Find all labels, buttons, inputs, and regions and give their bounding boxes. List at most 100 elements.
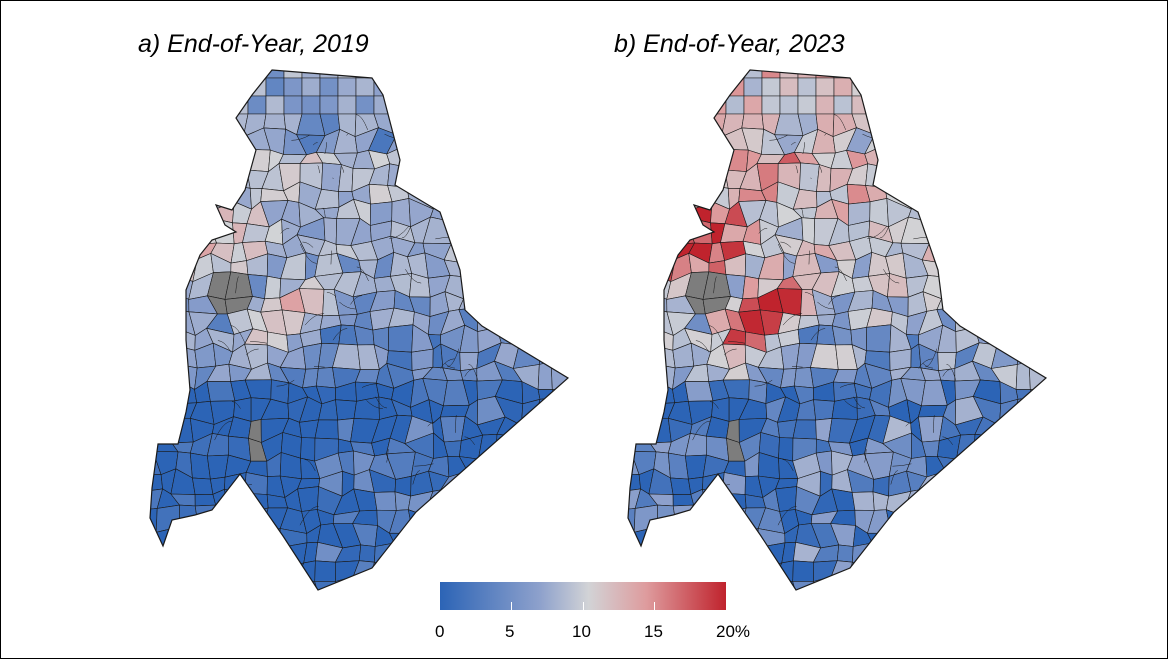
- census-tract: [657, 236, 676, 261]
- census-tract: [779, 77, 799, 97]
- census-tract: [955, 184, 983, 205]
- census-tract: [959, 70, 979, 79]
- census-tract: [792, 581, 817, 590]
- census-tract: [870, 600, 888, 618]
- census-tract: [923, 70, 943, 79]
- census-tract: [907, 527, 929, 548]
- census-tract: [674, 527, 691, 550]
- census-tract: [998, 561, 1015, 587]
- census-tract: [1011, 473, 1033, 492]
- tract-boundary: [795, 165, 798, 174]
- census-tract: [920, 561, 946, 581]
- census-tract: [722, 545, 745, 568]
- census-tract: [1049, 350, 1069, 366]
- census-tract: [978, 258, 998, 280]
- census-tract: [744, 600, 762, 618]
- census-tract: [865, 163, 890, 188]
- census-tract: [921, 113, 945, 134]
- census-tract: [956, 522, 977, 546]
- census-tract: [924, 600, 942, 618]
- census-tract: [972, 291, 997, 318]
- census-tract: [995, 234, 1018, 260]
- tract-boundary: [350, 295, 362, 305]
- tract-boundary: [464, 436, 475, 445]
- tract-boundary: [758, 227, 768, 234]
- census-tract: [939, 559, 958, 580]
- census-tract: [672, 493, 695, 507]
- census-tract: [628, 329, 640, 353]
- census-tract: [993, 201, 1016, 228]
- census-tract: [1010, 198, 1031, 228]
- tract-boundary: [892, 463, 912, 467]
- census-tract: [994, 488, 1014, 512]
- tract-boundary: [844, 400, 861, 409]
- census-tract: [628, 167, 642, 188]
- census-tract: [995, 308, 1019, 335]
- census-tract: [632, 544, 652, 563]
- census-tract: [683, 201, 713, 224]
- tract-boundary: [723, 348, 737, 356]
- census-tract: [922, 526, 948, 551]
- census-tract: [954, 239, 980, 260]
- census-tract: [1047, 510, 1073, 531]
- census-tract: [653, 203, 674, 225]
- census-tract: [1044, 565, 1046, 585]
- census-tract: [704, 510, 726, 531]
- census-tract: [993, 291, 1019, 318]
- census-tract: [1014, 224, 1033, 243]
- census-tract: [851, 95, 871, 115]
- census-tract: [687, 527, 713, 549]
- census-tract: [1051, 451, 1069, 477]
- census-tract: [816, 164, 832, 192]
- census-tract: [867, 567, 893, 587]
- census-tract: [1055, 527, 1072, 552]
- census-tract: [1046, 474, 1069, 492]
- census-tract: [813, 399, 835, 421]
- tract-boundary: [414, 463, 434, 467]
- census-tract: [944, 544, 958, 562]
- census-tract: [882, 145, 912, 169]
- census-tract: [906, 600, 924, 618]
- census-tract: [1014, 600, 1032, 618]
- tract-boundary: [444, 363, 456, 369]
- census-tract: [635, 308, 652, 333]
- census-tract: [834, 600, 852, 618]
- census-tract: [954, 307, 976, 332]
- census-tract: [635, 291, 659, 310]
- census-tract: [674, 546, 691, 568]
- census-tract: [1048, 400, 1073, 422]
- census-tract: [630, 217, 659, 245]
- census-tract: [992, 254, 1018, 276]
- census-tract: [1047, 330, 1069, 351]
- census-tract: [833, 70, 853, 79]
- census-tract: [1050, 78, 1068, 96]
- census-tract: [631, 397, 652, 422]
- census-tract: [1026, 224, 1046, 244]
- census-tract: [977, 77, 997, 97]
- tract-boundary: [921, 181, 932, 192]
- census-tract: [628, 77, 637, 97]
- tract-boundary: [230, 325, 246, 345]
- tract-boundary: [782, 459, 794, 472]
- census-tract: [903, 126, 923, 152]
- census-tract: [1067, 310, 1086, 330]
- census-tract: [635, 95, 655, 115]
- census-tract: [671, 186, 696, 209]
- census-tract: [1050, 60, 1068, 78]
- tract-boundary: [339, 301, 356, 310]
- tract-boundary: [405, 269, 422, 284]
- census-tract: [976, 127, 993, 148]
- census-tract: [869, 113, 891, 135]
- tract-boundary: [963, 300, 970, 316]
- census-tract: [1050, 293, 1072, 315]
- tract-boundary: [973, 184, 980, 197]
- census-tract: [628, 185, 636, 210]
- census-tract: [1050, 600, 1068, 618]
- census-tract: [792, 560, 814, 582]
- census-tract: [628, 217, 640, 245]
- census-tract: [651, 164, 672, 192]
- census-tract: [1063, 420, 1086, 441]
- tract-boundary: [804, 292, 815, 297]
- census-tract: [655, 363, 676, 390]
- census-tract: [1063, 491, 1087, 515]
